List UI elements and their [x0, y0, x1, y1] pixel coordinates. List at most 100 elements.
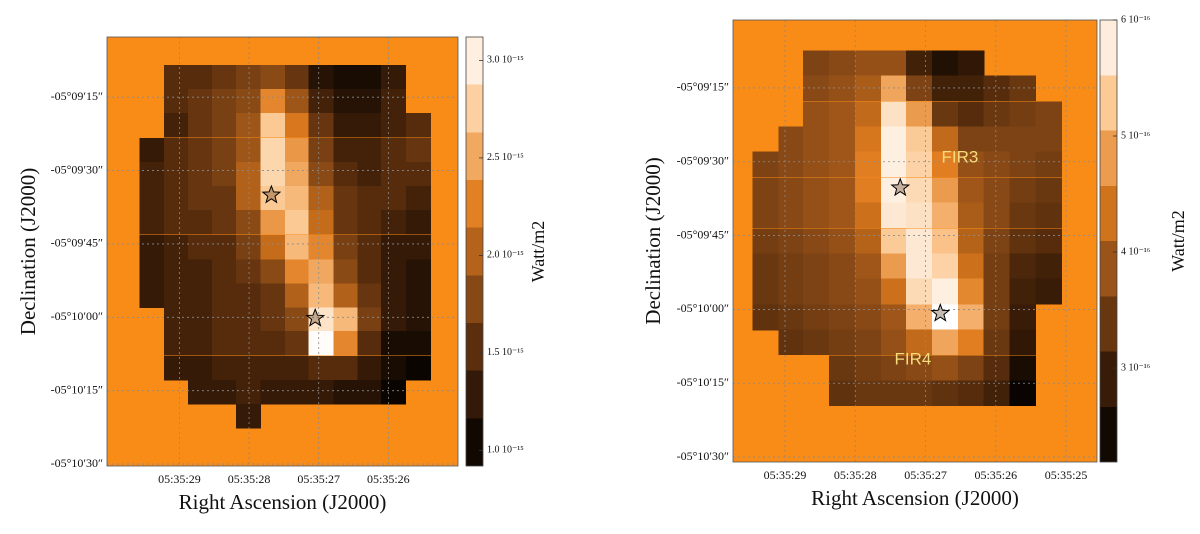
heatmap-cell: [802, 304, 830, 331]
heatmap-cell: [163, 89, 189, 114]
heatmap-cell: [983, 355, 1011, 382]
heatmap-cell: [333, 380, 359, 405]
heatmap-cell: [211, 209, 237, 235]
heatmap-cell: [983, 278, 1011, 305]
x-tick-label: 05:35:28: [834, 468, 877, 482]
heatmap-cell: [1009, 202, 1037, 228]
heatmap-cell: [211, 331, 237, 356]
heatmap-cell: [828, 50, 856, 76]
heatmap-cell: [828, 202, 856, 228]
heatmap-cell: [828, 228, 856, 255]
heatmap-cell: [333, 259, 359, 284]
heatmap-cell: [406, 234, 431, 260]
heatmap-cell: [357, 209, 383, 235]
heatmap-cell: [958, 126, 985, 153]
y-tick-label: -05°10′00″: [51, 309, 103, 323]
colorbar-tick-label: 1.0 10⁻¹⁵: [487, 445, 524, 456]
heatmap-cell: [778, 177, 805, 204]
heatmap-cell: [211, 113, 237, 138]
heatmap-cell: [236, 89, 262, 114]
colorbar-band: [466, 84, 483, 133]
heatmap-cell: [284, 185, 310, 211]
heatmap-cell: [188, 307, 214, 332]
heatmap-cell: [1009, 151, 1037, 178]
heatmap-cell: [802, 253, 830, 280]
heatmap-cell: [828, 304, 856, 331]
x-tick-label: 05:35:29: [158, 472, 201, 486]
heatmap-cell: [284, 380, 310, 405]
heatmap-cell: [828, 101, 856, 128]
colorbar-tick-label: 6 10⁻¹⁶: [1121, 14, 1151, 25]
heatmap-cell: [163, 307, 189, 332]
heatmap-cell: [163, 138, 189, 163]
heatmap-cell: [906, 380, 933, 407]
colorbar-band: [1100, 296, 1117, 352]
heatmap-cell: [958, 355, 985, 382]
heatmap-cell: [778, 151, 805, 178]
heatmap-cell: [308, 209, 334, 235]
heatmap-cell: [357, 234, 383, 260]
heatmap-cell: [236, 234, 262, 260]
heatmap-cell: [357, 161, 383, 187]
heatmap-cell: [802, 50, 830, 76]
heatmap-cell: [333, 307, 359, 332]
heatmap-cell: [163, 209, 189, 235]
heatmap-cell: [211, 283, 237, 308]
heatmap-cell: [163, 283, 189, 308]
heatmap-cell: [1009, 329, 1037, 355]
colorbar-tick-label: 2.5 10⁻¹⁵: [487, 152, 524, 163]
heatmap-cell: [260, 209, 286, 235]
colorbar-band: [466, 370, 483, 419]
heatmap-cell: [906, 228, 933, 255]
heatmap-cell: [932, 304, 959, 331]
heatmap-cell: [1009, 278, 1037, 305]
heatmap-cell: [958, 329, 985, 355]
heatmap-cell: [308, 161, 334, 187]
heatmap-cell: [236, 185, 262, 211]
heatmap-cell: [778, 253, 805, 280]
colorbar-tick-label: 4 10⁻¹⁶: [1121, 246, 1151, 257]
heatmap-cell: [381, 89, 406, 114]
colorbar-tick-label: 3 10⁻¹⁶: [1121, 362, 1151, 373]
heatmap-cell: [932, 228, 959, 255]
heatmap-cell: [284, 65, 310, 90]
heatmap-cell: [854, 50, 882, 76]
heatmap-cell: [211, 356, 237, 381]
heatmap-cell: [906, 151, 933, 178]
x-axis-label: Right Ascension (J2000): [811, 486, 1019, 510]
heatmap-cell: [932, 329, 959, 355]
heatmap-cell: [236, 283, 262, 308]
heatmap-cell: [958, 278, 985, 305]
heatmap-cell: [308, 380, 334, 405]
heatmap-cell: [932, 50, 959, 76]
heatmap-cell: [284, 234, 310, 260]
heatmap-cell: [906, 202, 933, 228]
heatmap-cell: [932, 177, 959, 204]
heatmap-cell: [188, 65, 214, 90]
y-tick-label: -05°09′30″: [51, 162, 103, 176]
heatmap-cell: [802, 329, 830, 355]
heatmap-cell: [406, 356, 431, 381]
heatmap-cell: [260, 356, 286, 381]
heatmap-cell: [1035, 151, 1063, 178]
heatmap-cell: [260, 307, 286, 332]
heatmap-cell: [236, 404, 262, 429]
heatmap-cell: [333, 356, 359, 381]
heatmap-cell: [139, 209, 165, 235]
colorbar-band: [466, 418, 483, 466]
heatmap-cell: [752, 151, 779, 178]
heatmap-cell: [752, 278, 779, 305]
heatmap-cell: [211, 380, 237, 405]
x-tick-label: 05:35:26: [974, 468, 1017, 482]
heatmap-cell: [211, 185, 237, 211]
heatmap-cell: [284, 138, 310, 163]
heatmap-cell: [906, 329, 933, 355]
heatmap-cell: [284, 283, 310, 308]
x-tick-label: 05:35:26: [367, 472, 410, 486]
heatmap-cell: [958, 75, 985, 101]
colorbar-band: [1100, 75, 1117, 131]
heatmap-cell: [381, 380, 406, 405]
heatmap-cell: [906, 304, 933, 331]
heatmap-cell: [333, 161, 359, 187]
heatmap-cell: [163, 161, 189, 187]
